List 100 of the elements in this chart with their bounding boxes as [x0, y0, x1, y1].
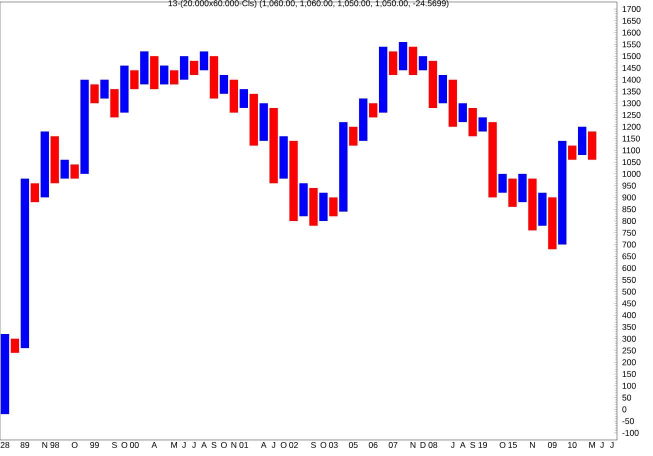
bar — [309, 188, 318, 226]
bar — [40, 132, 49, 198]
bar — [299, 183, 308, 216]
bar — [279, 136, 288, 179]
bar — [120, 66, 129, 113]
bar — [70, 164, 79, 179]
x-tick-label: M — [171, 442, 177, 448]
y-tick-label: 1300 — [622, 100, 641, 106]
bar — [398, 42, 408, 70]
x-tick-label: O — [500, 442, 506, 448]
x-tick-label: S — [470, 442, 476, 448]
x-tick-label: M — [589, 442, 595, 448]
bar — [260, 103, 268, 141]
y-tick-label: -100 — [622, 430, 639, 436]
bar — [418, 56, 428, 70]
bar — [20, 178, 30, 348]
bar — [428, 60, 438, 108]
bar — [528, 178, 537, 230]
y-tick-label: 700 — [622, 242, 636, 248]
bar — [170, 70, 178, 84]
y-tick-label: 1600 — [622, 30, 641, 36]
y-tick-label: 850 — [622, 206, 636, 212]
x-tick-label: J — [272, 442, 276, 448]
x-tick-label: N — [410, 442, 416, 448]
x-tick-label: 28 — [0, 442, 10, 448]
x-tick-label: N — [42, 442, 48, 448]
bar — [339, 122, 348, 212]
x-tick-label: O — [122, 442, 128, 448]
y-tick-label: 750 — [622, 230, 636, 236]
bar — [518, 174, 527, 202]
bar — [180, 56, 188, 80]
x-tick-label: J — [610, 442, 614, 448]
x-tick-label: J — [192, 442, 196, 448]
y-tick-label: 1100 — [622, 147, 640, 154]
bar — [160, 66, 168, 84]
bar — [568, 146, 576, 160]
x-tick-label: O — [280, 442, 287, 448]
bar — [438, 74, 448, 104]
x-tick-label: 08 — [428, 442, 438, 448]
bar — [349, 126, 358, 146]
y-tick-label: 0 — [622, 406, 626, 412]
bar — [369, 103, 378, 118]
bar — [359, 98, 368, 141]
x-tick-label: D — [420, 442, 426, 448]
x-tick-label: 89 — [20, 442, 30, 448]
y-tick-label: 1150 — [622, 136, 640, 142]
x-tick-label: N — [530, 442, 535, 448]
y-tick-label: 800 — [622, 218, 636, 224]
x-tick-label: 09 — [548, 442, 557, 448]
bar — [100, 80, 109, 99]
bar — [0, 334, 10, 414]
x-tick-label: O — [221, 442, 227, 448]
y-tick-label: 200 — [622, 359, 636, 366]
x-tick-label: 03 — [329, 442, 338, 448]
bar — [408, 46, 418, 75]
y-tick-label: 50 — [622, 394, 632, 401]
x-tick-label: N — [232, 442, 236, 448]
bar — [289, 140, 298, 221]
y-tick-label: 900 — [622, 194, 636, 200]
x-tick-label: 05 — [348, 442, 358, 448]
x-tick-label: 06 — [368, 442, 378, 448]
x-tick-label: 02 — [289, 442, 298, 448]
x-tick-label: A — [260, 442, 267, 448]
x-tick-label: A — [460, 442, 466, 448]
y-tick-label: 1250 — [622, 112, 641, 118]
bar — [60, 160, 69, 179]
bar — [548, 197, 556, 250]
bar — [210, 56, 218, 99]
y-tick-label: 500 — [622, 288, 636, 295]
chart-title: 13-(20.000x60.000-Cls) (1,060.00, 1,060.00, 1,050.00, 1,050.00, -24.5699) — [168, 0, 448, 8]
y-tick-label: 600 — [622, 265, 636, 272]
x-tick-label: 99 — [90, 442, 99, 448]
x-tick-label: A — [151, 442, 158, 448]
bar — [140, 51, 148, 84]
y-tick-label: 950 — [622, 182, 636, 189]
bar — [498, 174, 507, 193]
bar — [558, 140, 566, 245]
y-tick-label: 1400 — [622, 76, 641, 83]
bar — [538, 192, 547, 226]
bar — [230, 80, 238, 113]
y-tick-label: 1050 — [622, 159, 641, 166]
bar — [30, 183, 40, 202]
y-tick-label: 450 — [622, 300, 636, 306]
y-tick-label: 300 — [622, 336, 636, 342]
bar — [388, 51, 398, 75]
y-tick-label: 100 — [622, 382, 636, 389]
bar — [50, 136, 59, 184]
y-tick-label: 550 — [622, 276, 636, 283]
bar — [90, 84, 99, 104]
y-tick-label: 1550 — [622, 41, 641, 48]
x-tick-label: 00 — [130, 442, 139, 448]
bar — [458, 103, 467, 122]
y-tick-label: 1650 — [622, 18, 641, 24]
x-tick-label: 01 — [239, 442, 248, 448]
bar — [488, 122, 497, 198]
y-tick-label: 1700 — [622, 6, 641, 12]
x-tick-label: A — [201, 442, 207, 448]
y-tick-label: 1500 — [622, 53, 641, 60]
y-tick-label: 250 — [622, 348, 636, 354]
x-tick-label: S — [212, 442, 216, 448]
